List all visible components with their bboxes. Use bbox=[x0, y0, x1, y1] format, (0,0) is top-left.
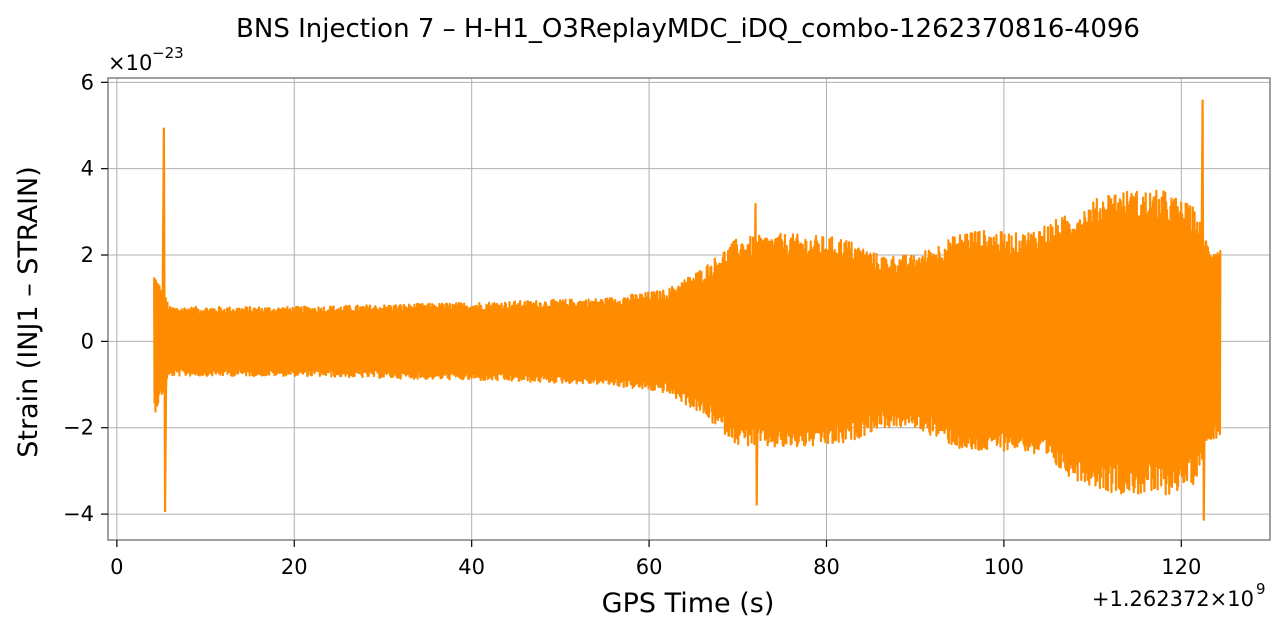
glitch-spike bbox=[161, 127, 168, 512]
y-tick-label: 2 bbox=[81, 243, 94, 267]
series-line bbox=[153, 99, 1222, 521]
x-tick-label: 0 bbox=[110, 555, 123, 579]
x-axis-label: GPS Time (s) bbox=[602, 588, 775, 619]
x-tick-label: 20 bbox=[281, 555, 308, 579]
glitch-spike bbox=[752, 203, 760, 506]
x-tick-label: 40 bbox=[458, 555, 485, 579]
y-multiplier-base: ×10 bbox=[108, 51, 152, 75]
x-offset: +1.262372×10 9 bbox=[1092, 580, 1266, 611]
y-tick-label: −4 bbox=[63, 502, 94, 526]
y-tick-label: 4 bbox=[81, 157, 94, 181]
chart-title: BNS Injection 7 – H-H1_O3ReplayMDC_iDQ_c… bbox=[236, 14, 1140, 44]
x-tick-label: 120 bbox=[1161, 555, 1201, 579]
x-offset-exponent: 9 bbox=[1256, 580, 1266, 598]
x-axis-ticks: 0 20 40 60 80 100 120 bbox=[110, 540, 1201, 579]
y-tick-label: −2 bbox=[63, 416, 94, 440]
x-tick-label: 80 bbox=[813, 555, 840, 579]
y-axis-ticks: −4 −2 0 2 4 6 bbox=[63, 70, 108, 526]
x-offset-base: +1.262372×10 bbox=[1092, 587, 1254, 611]
x-tick-label: 60 bbox=[636, 555, 663, 579]
y-multiplier: ×10 −23 bbox=[108, 44, 184, 75]
axes-frame bbox=[107, 77, 1271, 541]
y-tick-label: 0 bbox=[81, 329, 94, 353]
glitch-spike bbox=[1199, 99, 1207, 521]
x-tick-label: 100 bbox=[984, 555, 1024, 579]
y-tick-label: 6 bbox=[81, 70, 94, 94]
y-multiplier-exponent: −23 bbox=[152, 44, 184, 62]
y-axis-label: Strain (INJ1 – STRAIN) bbox=[13, 166, 44, 458]
strain-line bbox=[153, 189, 1222, 496]
